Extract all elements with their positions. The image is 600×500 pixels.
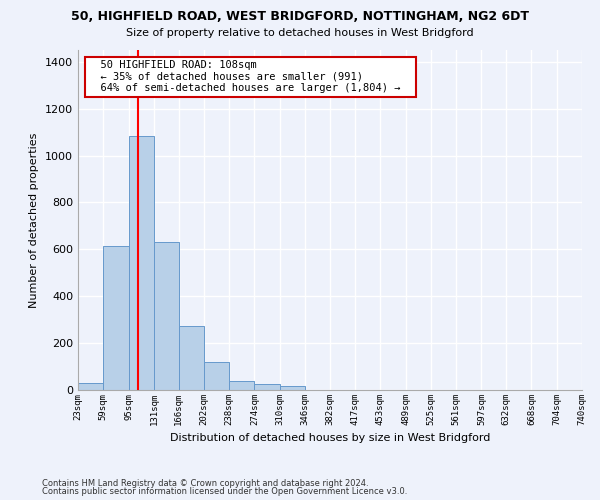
Text: Contains public sector information licensed under the Open Government Licence v3: Contains public sector information licen… — [42, 487, 407, 496]
Text: Size of property relative to detached houses in West Bridgford: Size of property relative to detached ho… — [126, 28, 474, 38]
Y-axis label: Number of detached properties: Number of detached properties — [29, 132, 40, 308]
X-axis label: Distribution of detached houses by size in West Bridgford: Distribution of detached houses by size … — [170, 434, 490, 444]
Bar — [280, 386, 305, 390]
Bar — [128, 136, 154, 390]
Bar — [154, 242, 179, 390]
Bar — [254, 384, 280, 390]
Bar — [103, 246, 128, 390]
Text: 50, HIGHFIELD ROAD, WEST BRIDGFORD, NOTTINGHAM, NG2 6DT: 50, HIGHFIELD ROAD, WEST BRIDGFORD, NOTT… — [71, 10, 529, 23]
Bar — [179, 326, 204, 390]
Bar — [204, 362, 229, 390]
Text: 50 HIGHFIELD ROAD: 108sqm  
  ← 35% of detached houses are smaller (991)  
  64%: 50 HIGHFIELD ROAD: 108sqm ← 35% of detac… — [88, 60, 413, 94]
Text: Contains HM Land Registry data © Crown copyright and database right 2024.: Contains HM Land Registry data © Crown c… — [42, 478, 368, 488]
Bar — [78, 383, 103, 390]
Bar — [229, 380, 254, 390]
